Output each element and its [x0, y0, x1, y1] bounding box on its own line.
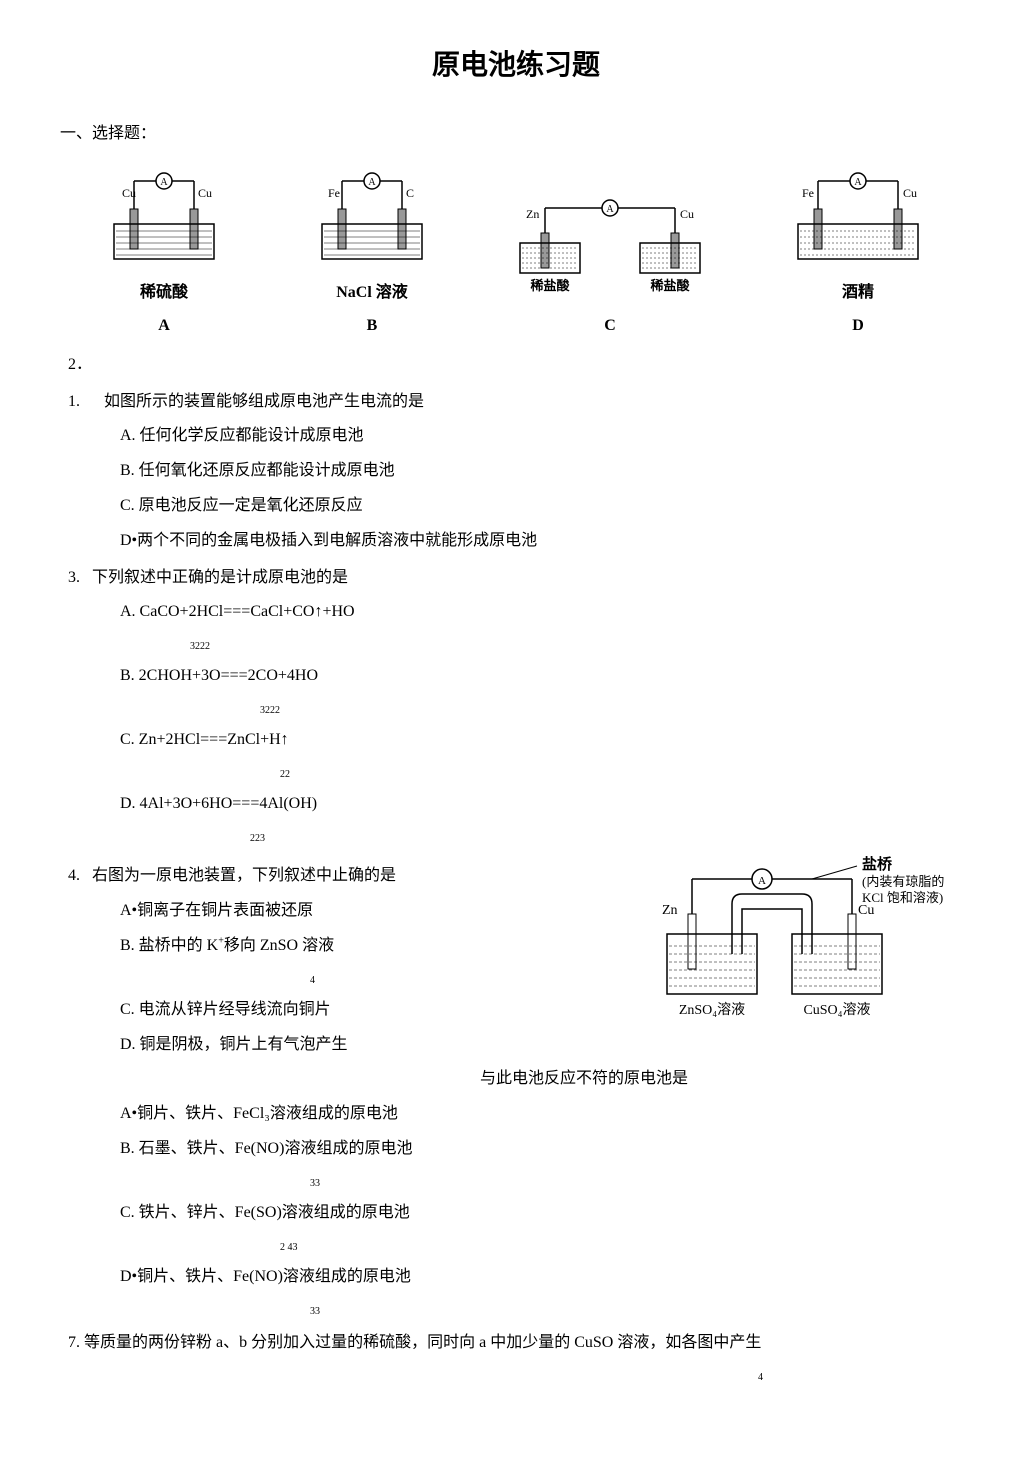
q4-options: A•铜离子在铜片表面被还原 B. 盐桥中的 K+移向 ZnSO 溶液 4 C. …	[60, 897, 632, 1059]
q1-opt-c: C. 原电池反应一定是氧化还原反应	[120, 492, 972, 521]
q6-options: A•铜片、铁片、FeCl₃溶液组成的原电池 B. 石墨、铁片、Fe(NO)溶液组…	[60, 1100, 972, 1321]
svg-text:A: A	[854, 177, 862, 188]
q3-opt-c: C. Zn+2HCl===ZnCl+H↑ 22	[120, 726, 972, 784]
q1-opt-d: D•两个不同的金属电极插入到电解质溶液中就能形成原电池	[120, 527, 972, 556]
q4-num: 4.	[68, 867, 80, 884]
q3-opt-d: D. 4Al+3O+6HO===4Al(OH) 223	[120, 790, 972, 848]
q2-number: 2．	[60, 351, 972, 380]
q4-opt-b: B. 盐桥中的 K+移向 ZnSO 溶液 4	[120, 932, 632, 990]
svg-text:盐桥: 盐桥	[862, 855, 893, 873]
diagram-a: A Cu Cu 稀硫酸 A	[94, 169, 234, 341]
svg-text:Fe: Fe	[328, 186, 340, 200]
svg-text:A: A	[160, 177, 168, 188]
diagram-b-label: B	[302, 312, 442, 341]
svg-text:Cu: Cu	[680, 207, 694, 221]
q3-opt-b: B. 2CHOH+3O===2CO+4HO 3222	[120, 662, 972, 720]
svg-text:A: A	[758, 875, 766, 887]
diagram-d-solution: 酒精	[778, 279, 938, 308]
q-mismatch: 与此电池反应不符的原电池是	[60, 1065, 972, 1094]
svg-text:Fe: Fe	[802, 186, 814, 200]
svg-text:Cu: Cu	[198, 186, 212, 200]
svg-text:Cu: Cu	[903, 186, 917, 200]
q1-stem: 1. 如图所示的装置能够组成原电池产生电流的是	[60, 388, 972, 417]
diagram-a-label: A	[94, 312, 234, 341]
svg-text:C: C	[406, 186, 414, 200]
svg-text:Cu: Cu	[122, 186, 136, 200]
svg-text:ZnSO₄溶液: ZnSO₄溶液	[679, 1002, 745, 1018]
q1-options: A. 任何化学反应都能设计成原电池 B. 任何氧化还原反应都能设计成原电池 C.…	[60, 422, 972, 555]
q1-text: 如图所示的装置能够组成原电池产生电流的是	[104, 393, 424, 410]
q4-opt-d: D. 铜是阴极，铜片上有气泡产生	[120, 1031, 632, 1060]
q3-text: 下列叙述中正确的是计成原电池的是	[92, 569, 348, 586]
svg-text:稀盐酸: 稀盐酸	[530, 278, 570, 293]
svg-text:A: A	[606, 204, 614, 215]
diagram-c-label: C	[510, 312, 710, 341]
q4-diagram: 盐桥 (内装有琼脂的 KCl 饱和溶液) A Zn Cu	[652, 854, 972, 1055]
q6-opt-a: A•铜片、铁片、FeCl₃溶液组成的原电池	[120, 1100, 972, 1129]
q4-opt-c: C. 电流从锌片经导线流向铜片	[120, 996, 632, 1025]
q4-text: 右图为一原电池装置，下列叙述中止确的是	[92, 867, 396, 884]
q4-stem: 4. 右图为一原电池装置，下列叙述中止确的是	[60, 862, 632, 891]
q6-opt-d: D•铜片、铁片、Fe(NO)溶液组成的原电池 33	[120, 1263, 972, 1321]
svg-text:(内装有琼脂的: (内装有琼脂的	[862, 874, 944, 889]
q7-text: 等质量的两份锌粉 a、b 分别加入过量的稀硫酸，同时向 a 中加少量的 CuSO…	[84, 1334, 761, 1351]
q7-num: 7.	[68, 1334, 80, 1351]
svg-text:Cu: Cu	[858, 903, 874, 918]
q6-opt-b: B. 石墨、铁片、Fe(NO)溶液组成的原电池 33	[120, 1135, 972, 1193]
q6-opt-c: C. 铁片、锌片、Fe(SO)溶液组成的原电池 2 43	[120, 1199, 972, 1257]
diagram-a-solution: 稀硫酸	[94, 279, 234, 308]
diagram-d: A Fe Cu 酒精 D	[778, 169, 938, 341]
diagram-row: A Cu Cu 稀硫酸 A A Fe	[60, 169, 972, 341]
q3-opt-a: A. CaCO+2HCl===CaCl+CO↑+HO 3222	[120, 598, 972, 656]
svg-text:Zn: Zn	[526, 207, 539, 221]
diagram-b-solution: NaCl 溶液	[302, 279, 442, 308]
q3-options: A. CaCO+2HCl===CaCl+CO↑+HO 3222 B. 2CHOH…	[60, 598, 972, 848]
diagram-c: A Zn Cu 稀盐酸 稀盐酸 C	[510, 198, 710, 341]
q1-opt-b: B. 任何氧化还原反应都能设计成原电池	[120, 457, 972, 486]
svg-text:Zn: Zn	[662, 903, 678, 918]
q3-stem: 3. 下列叙述中正确的是计成原电池的是	[60, 564, 972, 593]
page-title: 原电池练习题	[60, 40, 972, 90]
diagram-b: A Fe C NaCl 溶液 B	[302, 169, 442, 341]
svg-text:A: A	[368, 177, 376, 188]
q4-opt-a: A•铜离子在铜片表面被还原	[120, 897, 632, 926]
q7-stem: 7. 等质量的两份锌粉 a、b 分别加入过量的稀硫酸，同时向 a 中加少量的 C…	[60, 1329, 972, 1387]
q1-num: 1.	[68, 393, 80, 410]
svg-text:CuSO₄溶液: CuSO₄溶液	[803, 1002, 870, 1018]
q1-opt-a: A. 任何化学反应都能设计成原电池	[120, 422, 972, 451]
diagram-d-label: D	[778, 312, 938, 341]
svg-text:稀盐酸: 稀盐酸	[650, 278, 690, 293]
section-heading: 一、选择题：	[60, 120, 972, 149]
q3-num: 3.	[68, 569, 80, 586]
